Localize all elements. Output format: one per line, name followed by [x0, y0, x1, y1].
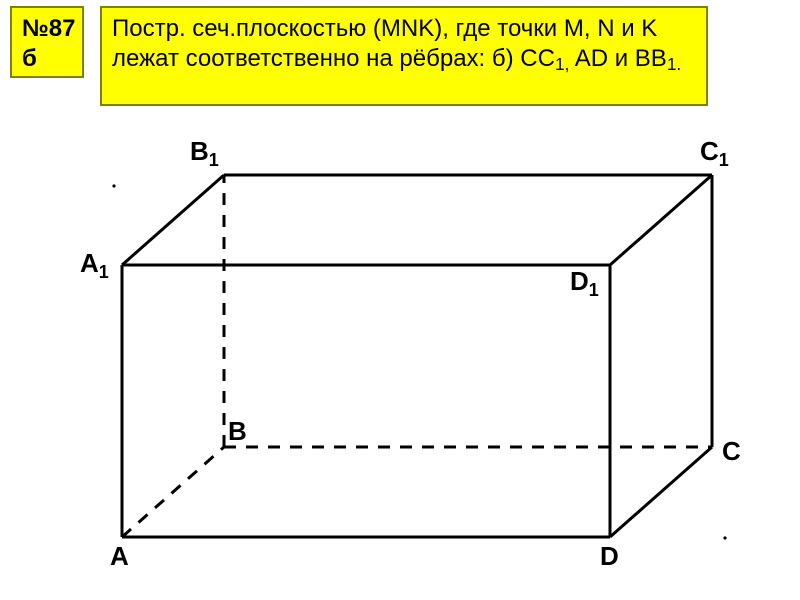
vertex-label-A: A	[110, 541, 129, 571]
edges-group	[122, 175, 712, 537]
stray-dot	[112, 184, 115, 187]
edge-B1-A1	[122, 175, 224, 265]
labels-group: A D C B A1 D1 C1 B1	[80, 136, 741, 571]
edge-D1-C1	[610, 175, 712, 265]
vertex-label-C: C	[722, 436, 741, 466]
edge-D-C	[610, 447, 712, 537]
vertex-label-D: D	[600, 541, 619, 571]
vertex-label-A1: A1	[80, 248, 109, 282]
stray-dots	[112, 184, 726, 539]
vertex-label-C1: C1	[700, 136, 729, 170]
edge-A-B	[122, 447, 224, 537]
vertex-label-B1: B1	[190, 136, 219, 170]
parallelepiped-diagram: A D C B A1 D1 C1 B1	[0, 0, 800, 600]
stray-dot	[723, 536, 726, 539]
vertex-label-D1: D1	[570, 266, 599, 300]
vertex-label-B: B	[228, 416, 247, 446]
